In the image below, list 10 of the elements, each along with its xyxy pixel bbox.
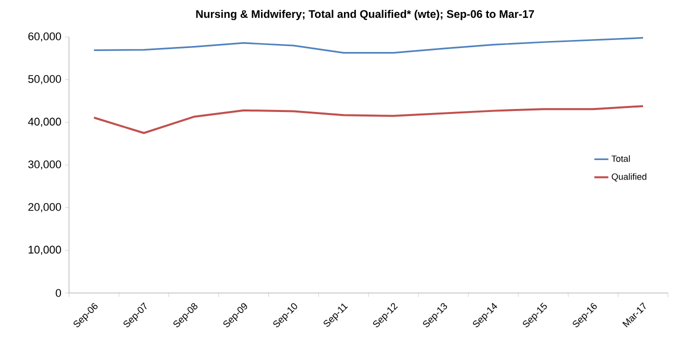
legend-label: Qualified [612,173,646,182]
chart-title: Nursing & Midwifery; Total and Qualified* (wte); Sep-06 to Mar-17 [196,10,534,20]
legend-label: Total [612,155,630,162]
y-tick-label: 40,000 [28,118,62,127]
y-tick-label: 60,000 [28,32,62,42]
y-tick-label: 50,000 [28,75,62,84]
y-tick-label: 20,000 [28,203,62,212]
y-tick-label: 10,000 [28,246,62,255]
y-tick-label: 30,000 [28,160,62,170]
y-tick-label: 0 [56,289,62,297]
